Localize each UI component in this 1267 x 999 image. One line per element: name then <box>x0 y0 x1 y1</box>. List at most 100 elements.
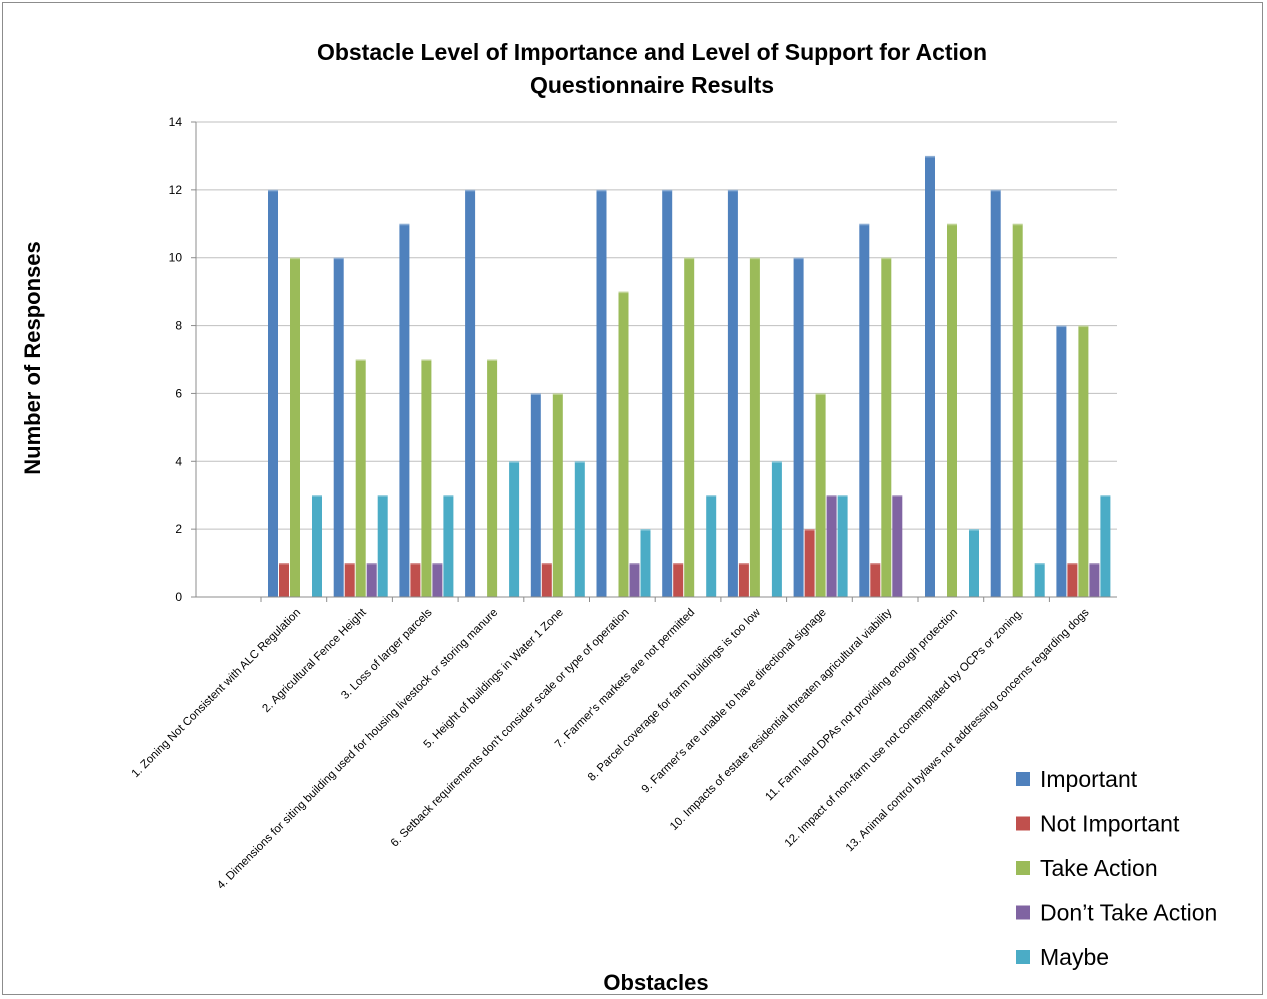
axes <box>191 121 1117 602</box>
legend-swatch-maybe <box>1016 950 1030 964</box>
bar-not-important-5 <box>541 563 552 597</box>
bar-take-action-3 <box>421 359 432 597</box>
bar-highlight <box>881 257 892 260</box>
bar-take-action-10 <box>881 257 892 597</box>
bar-highlight <box>629 563 640 565</box>
category-label: 2. Agricultural Fence Height <box>260 606 369 715</box>
legend-swatch-important <box>1016 772 1030 786</box>
bar-highlight <box>990 189 1001 192</box>
bar-maybe-11 <box>969 529 979 597</box>
bar-highlight <box>487 359 498 361</box>
bar-don-t-take-action-6 <box>629 563 640 597</box>
bar-highlight <box>749 257 760 260</box>
bar-highlight <box>925 155 935 158</box>
bar-highlight <box>355 359 366 361</box>
bar-not-important-9 <box>804 529 815 597</box>
bar-not-important-7 <box>673 563 684 597</box>
bar-highlight <box>290 257 300 260</box>
bar-highlight <box>421 359 432 361</box>
bar-not-important-13 <box>1067 563 1078 597</box>
category-label: 12. Impact of non-farm use not contempla… <box>783 607 1026 850</box>
bar-maybe-3 <box>443 495 454 597</box>
bar-highlight <box>826 495 837 497</box>
legend-swatch-don-t-take-action <box>1016 905 1030 920</box>
bar-don-t-take-action-3 <box>432 563 443 597</box>
bars <box>268 155 1111 598</box>
legend-label-take-action: Take Action <box>1040 855 1158 881</box>
bar-maybe-4 <box>509 461 520 597</box>
bar-highlight <box>344 563 355 565</box>
y-tick-label: 14 <box>169 115 183 129</box>
legend-label-don-t-take-action: Don’t Take Action <box>1040 900 1217 926</box>
bar-take-action-12 <box>1012 223 1023 598</box>
category-label: 6. Setback requirements don't consider s… <box>389 607 632 850</box>
bar-maybe-7 <box>706 495 717 597</box>
bar-not-important-10 <box>870 563 881 597</box>
bar-take-action-8 <box>749 257 760 597</box>
bar-highlight <box>530 393 541 395</box>
bar-maybe-2 <box>377 495 388 597</box>
bar-important-3 <box>399 223 410 598</box>
bar-don-t-take-action-2 <box>366 563 377 597</box>
bar-don-t-take-action-10 <box>892 495 903 597</box>
y-tick-label: 8 <box>175 319 182 333</box>
bar-highlight <box>662 189 673 192</box>
bar-highlight <box>552 393 563 395</box>
bar-highlight <box>793 257 804 260</box>
bar-important-11 <box>925 155 935 597</box>
bar-not-important-3 <box>410 563 421 597</box>
bar-important-4 <box>465 189 476 597</box>
bar-take-action-7 <box>684 257 695 597</box>
bar-take-action-4 <box>487 359 498 597</box>
y-tick-labels: 0 2 4 6 8 10 12 14 <box>169 115 183 604</box>
bar-highlight <box>1034 563 1045 565</box>
bar-take-action-6 <box>618 291 629 597</box>
bar-highlight <box>673 563 684 565</box>
legend-swatch-not-important <box>1016 816 1030 831</box>
bar-important-9 <box>793 257 804 597</box>
bar-take-action-1 <box>290 257 300 597</box>
bar-highlight <box>1056 325 1067 328</box>
bar-highlight <box>804 529 815 531</box>
bar-highlight <box>377 495 388 497</box>
bar-important-10 <box>859 223 870 598</box>
bar-highlight <box>706 495 717 497</box>
bar-important-7 <box>662 189 673 597</box>
bar-highlight <box>410 563 421 565</box>
bar-don-t-take-action-9 <box>826 495 837 597</box>
bar-highlight <box>541 563 552 565</box>
bar-highlight <box>432 563 443 565</box>
category-label: 10. Impacts of estate residential threat… <box>668 606 895 833</box>
bar-highlight <box>684 257 695 260</box>
bar-highlight <box>1078 325 1089 328</box>
bar-highlight <box>1067 563 1078 565</box>
bar-maybe-12 <box>1034 563 1045 597</box>
chart-title: Obstacle Level of Importance and Level o… <box>317 39 987 65</box>
bar-maybe-8 <box>771 461 782 597</box>
bar-highlight <box>574 461 585 463</box>
bar-highlight <box>1100 495 1111 497</box>
bar-important-6 <box>596 189 607 597</box>
bar-highlight <box>333 257 344 260</box>
bar-maybe-5 <box>574 461 585 597</box>
category-label: 7. Farmer's markets are not permitted <box>553 607 697 751</box>
bar-maybe-6 <box>640 529 651 597</box>
y-tick-label: 12 <box>169 183 183 197</box>
bar-not-important-2 <box>344 563 355 597</box>
x-axis-label: Obstacles <box>603 970 708 995</box>
bar-highlight <box>399 223 410 226</box>
bar-important-2 <box>333 257 344 597</box>
y-tick-label: 10 <box>169 251 183 265</box>
legend-label-important: Important <box>1040 766 1138 792</box>
bar-highlight <box>366 563 377 565</box>
bar-highlight <box>640 529 651 531</box>
bar-take-action-11 <box>947 223 957 598</box>
bar-important-8 <box>727 189 738 597</box>
bar-highlight <box>859 223 870 226</box>
bar-highlight <box>969 529 979 531</box>
bar-highlight <box>312 495 322 497</box>
legend-swatch-take-action <box>1016 861 1030 875</box>
bar-important-5 <box>530 393 541 597</box>
